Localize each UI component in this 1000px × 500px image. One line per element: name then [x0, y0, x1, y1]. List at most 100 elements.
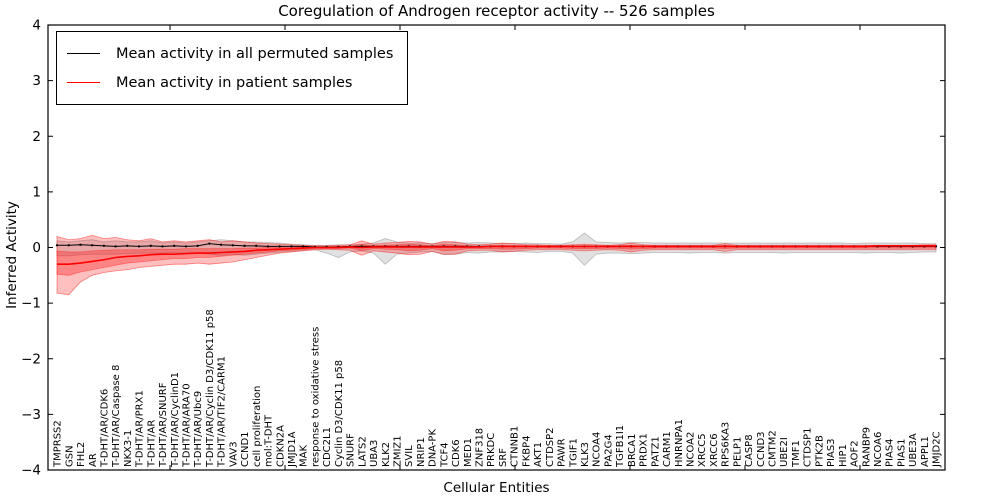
y-tick-label: −4	[21, 463, 41, 479]
patient-mean-line	[57, 245, 936, 265]
x-tick-label: T-DHT/AR/ARA70	[182, 383, 193, 468]
x-tick-label: AKT1	[533, 442, 544, 467]
x-tick-label: PATZ1	[650, 436, 661, 467]
y-tick-label: −3	[21, 407, 41, 423]
data-point-marker	[149, 244, 152, 247]
legend-label-patient: Mean activity in patient samples	[116, 74, 353, 91]
data-point-marker	[231, 244, 234, 247]
x-tick-label: T-DHT/AR/PRX1	[135, 390, 146, 468]
data-point-marker	[55, 244, 59, 247]
data-point-marker	[102, 244, 106, 247]
data-point-marker	[137, 245, 141, 248]
x-tick-label: T-DHT/AR/SNURF	[158, 382, 169, 468]
x-tick-label: CASP8	[744, 434, 755, 467]
legend-line-sample-black	[67, 53, 100, 54]
x-tick-label: PAWR	[557, 438, 568, 467]
x-tick-label: NCOA4	[592, 432, 603, 467]
data-point-marker	[243, 244, 246, 247]
y-tick-label: 3	[32, 73, 41, 89]
x-tick-label: KLK2	[381, 442, 392, 467]
x-tick-label: PIAS4	[885, 438, 896, 467]
patient-band-inner	[56, 243, 937, 276]
permuted-band	[56, 232, 937, 266]
data-point-marker	[255, 244, 258, 247]
x-tick-label: VAV3	[228, 441, 239, 467]
x-tick-label: FKBP4	[521, 435, 532, 467]
x-tick-label: cell proliferation	[252, 386, 263, 467]
x-tick-label: AR	[88, 453, 99, 467]
legend-label-permuted: Mean activity in all permuted samples	[116, 45, 394, 62]
x-tick-label: CDK6	[451, 439, 462, 467]
x-tick-label: XRCC6	[709, 433, 720, 467]
x-axis-label: Cellular Entities	[443, 480, 550, 496]
x-tick-label: PRKDC	[486, 433, 497, 467]
x-tick-label: CTNNB1	[510, 426, 521, 467]
data-point-marker	[173, 244, 176, 247]
x-tick-label: TMPRSS2	[53, 420, 64, 468]
x-tick-label: T-DHT/AR/Cyclin D3/CDK11 p58	[205, 309, 216, 468]
x-tick-label: HIP1	[838, 444, 849, 467]
x-tick-label: Cyclin D3/CDK11 p58	[334, 360, 345, 467]
x-tick-label: PTK2B	[814, 435, 825, 467]
x-tick-label: FHL2	[76, 442, 87, 467]
data-point-marker	[278, 245, 281, 248]
x-tick-label: TGIF1	[568, 438, 579, 468]
x-tick-label: RPS6KA3	[721, 422, 732, 467]
x-tick-label: PA2G4	[603, 434, 614, 467]
x-tick-label: PRDX1	[639, 433, 650, 467]
legend-line-sample-red	[67, 82, 100, 83]
x-tick-label: UBE3A	[908, 433, 919, 467]
x-tick-label: response to oxidative stress	[310, 327, 321, 467]
x-tick-label: CARM1	[662, 431, 673, 467]
x-tick-label: T-DHT/AR/CDK6	[99, 389, 110, 468]
legend-item-patient: Mean activity in patient samples	[67, 68, 393, 97]
data-point-marker	[290, 245, 293, 248]
x-tick-label: T-DHT/AR/Ubc9	[193, 391, 204, 468]
data-point-marker	[301, 245, 305, 248]
x-tick-label: ZMIZ1	[392, 435, 403, 467]
x-tick-label: T-DHT/AR	[146, 420, 157, 468]
legend: Mean activity in all permuted samples Me…	[56, 31, 409, 105]
legend-item-permuted: Mean activity in all permuted samples	[67, 39, 393, 68]
x-tick-label: DNA-PK	[428, 429, 439, 467]
y-tick-label: 1	[32, 184, 41, 200]
x-tick-label: CDKN2A	[275, 425, 286, 467]
x-tick-label: RANBP9	[861, 427, 872, 467]
x-tick-label: TCF4	[439, 442, 450, 468]
data-point-marker	[161, 245, 164, 248]
x-tick-label: SVIL	[404, 445, 415, 467]
data-point-marker	[114, 245, 117, 248]
x-tick-label: MAK	[299, 445, 310, 467]
x-tick-label: T-DHT/AR/TIF2/CARM1	[217, 356, 228, 468]
x-tick-label: MED1	[463, 438, 474, 467]
x-tick-label: mol:T-DHT	[264, 414, 275, 467]
x-tick-label: TMF1	[791, 440, 802, 468]
x-tick-label: CCND3	[756, 431, 767, 467]
x-tick-label: XRCC5	[697, 433, 708, 467]
x-tick-label: PELP1	[732, 437, 743, 467]
x-tick-label: JMJD2C	[932, 431, 943, 468]
data-point-marker	[79, 243, 82, 246]
y-tick-label: 4	[32, 18, 41, 34]
data-point-marker	[266, 245, 270, 248]
x-tick-label: JMJD1A	[287, 431, 298, 468]
x-tick-label: GSN	[64, 445, 75, 467]
data-point-marker	[208, 242, 211, 245]
data-point-marker	[219, 243, 223, 246]
x-tick-label: CCND1	[240, 431, 251, 467]
x-tick-label: NCOA6	[873, 432, 884, 467]
chart-title: Coregulation of Androgen receptor activi…	[278, 2, 715, 20]
x-tick-label: NKX3-1	[123, 430, 134, 467]
x-tick-label: SNURF	[346, 433, 357, 467]
x-tick-label: UBE2I	[779, 437, 790, 467]
x-tick-label: CMTM2	[768, 430, 779, 467]
x-tick-label: CTDSP2	[545, 427, 556, 467]
x-tick-label: AOF2	[850, 440, 861, 467]
y-tick-label: 2	[32, 129, 41, 145]
x-tick-label: NCOA2	[685, 432, 696, 467]
x-tick-label: BRCA1	[627, 434, 638, 468]
x-tick-label: PIAS3	[826, 438, 837, 467]
y-tick-label: −1	[21, 296, 41, 312]
